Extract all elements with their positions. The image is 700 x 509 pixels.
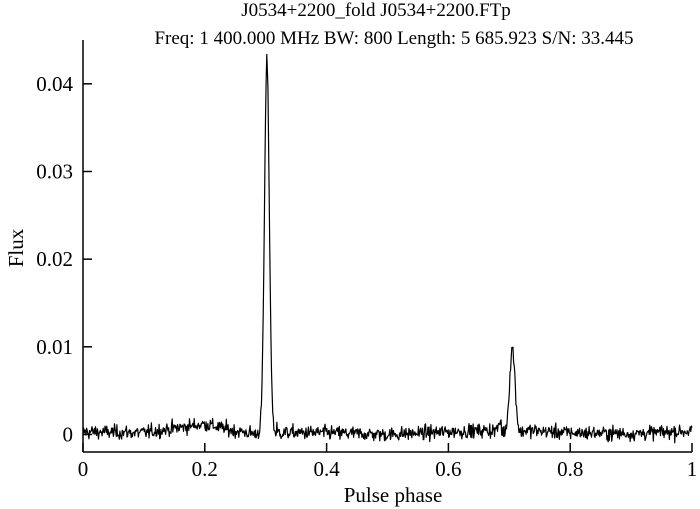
y-tick-label: 0.04 (36, 72, 73, 96)
plot-axes (82, 40, 692, 453)
x-tick-label: 0.4 (313, 457, 340, 481)
x-tick-label: 0.2 (192, 457, 218, 481)
series-group (82, 53, 693, 444)
y-axis-label: Flux (4, 228, 28, 267)
y-tick-label: 0.03 (36, 159, 73, 183)
y-tick-label: 0 (63, 422, 74, 446)
y-tick-label: 0.01 (36, 335, 73, 359)
axis-ticks: 0 0.2 0.4 0.6 0.8 1 0 0.01 0.02 0.03 0.04 (36, 72, 697, 481)
y-tick-label: 0.02 (36, 247, 73, 271)
chart-title: J0534+2200_fold J0534+2200.FTp (241, 0, 511, 21)
x-tick-label: 1 (687, 457, 698, 481)
x-axis-label: Pulse phase (344, 483, 443, 507)
x-tick-label: 0.6 (435, 457, 461, 481)
chart-subtitle: Freq: 1 400.000 MHz BW: 800 Length: 5 68… (154, 28, 634, 49)
profile-line (82, 53, 693, 444)
x-tick-label: 0.8 (557, 457, 583, 481)
x-tick-label: 0 (78, 457, 89, 481)
